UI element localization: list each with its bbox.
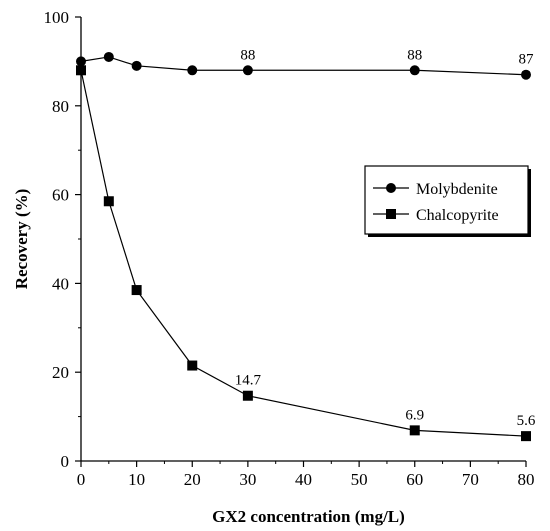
chalcopyrite-point (409, 425, 420, 436)
legend-label-chalcopyrite: Chalcopyrite (416, 207, 499, 224)
x-tick-label: 20 (184, 470, 201, 489)
y-tick-label: 80 (52, 97, 69, 116)
x-tick-label: 10 (128, 470, 145, 489)
legend-box (364, 165, 529, 235)
chalcopyrite-point (187, 360, 198, 371)
molybdenite-data-label: 87 (519, 52, 535, 68)
molybdenite-point (187, 65, 198, 76)
x-tick-label: 0 (77, 470, 86, 489)
legend-marker-molybdenite (386, 183, 396, 193)
chalcopyrite-point (76, 65, 86, 76)
molybdenite-point (131, 60, 142, 71)
y-tick-label: 40 (52, 274, 69, 293)
chalcopyrite-line (80, 70, 527, 437)
molybdenite-point (103, 51, 114, 62)
y-tick-label: 60 (52, 186, 69, 205)
x-tick-label: 50 (351, 470, 368, 489)
data-labels: 88 88 87 14.7 6.9 5.6 (235, 47, 536, 429)
legend: Molybdenite Chalcopyrite (364, 165, 531, 237)
chalcopyrite-point (521, 431, 531, 442)
molybdenite-data-label: 88 (407, 47, 422, 63)
y-tick-label: 0 (61, 452, 70, 471)
axes: 0 10 20 30 40 50 60 70 80 0 20 40 60 80 100 (44, 8, 535, 489)
chalcopyrite-data-label: 6.9 (405, 407, 424, 423)
x-tick-label: 80 (518, 470, 535, 489)
x-tick-label: 30 (239, 470, 256, 489)
x-tick-label: 40 (295, 470, 312, 489)
y-tick-label: 20 (52, 363, 69, 382)
chalcopyrite-point (131, 285, 142, 296)
y-tick-label: 100 (44, 8, 70, 27)
x-axis-title: GX2 concentration (mg/L) (212, 507, 405, 526)
molybdenite-point (242, 65, 253, 76)
molybdenite-point (409, 65, 420, 76)
chalcopyrite-point (242, 390, 253, 401)
x-tick-label: 70 (462, 470, 479, 489)
x-tick-label: 60 (406, 470, 423, 489)
legend-marker-chalcopyrite (386, 209, 396, 219)
molybdenite-line (80, 56, 527, 76)
series-layer (76, 51, 531, 442)
molybdenite-point (76, 56, 86, 67)
molybdenite-data-label: 88 (240, 47, 255, 63)
molybdenite-point (521, 69, 531, 80)
chalcopyrite-data-label: 14.7 (235, 373, 262, 389)
chalcopyrite-data-label: 5.6 (517, 413, 536, 429)
y-axis-title: Recovery (%) (12, 189, 31, 290)
chalcopyrite-point (103, 196, 114, 207)
legend-label-molybdenite: Molybdenite (416, 181, 498, 198)
